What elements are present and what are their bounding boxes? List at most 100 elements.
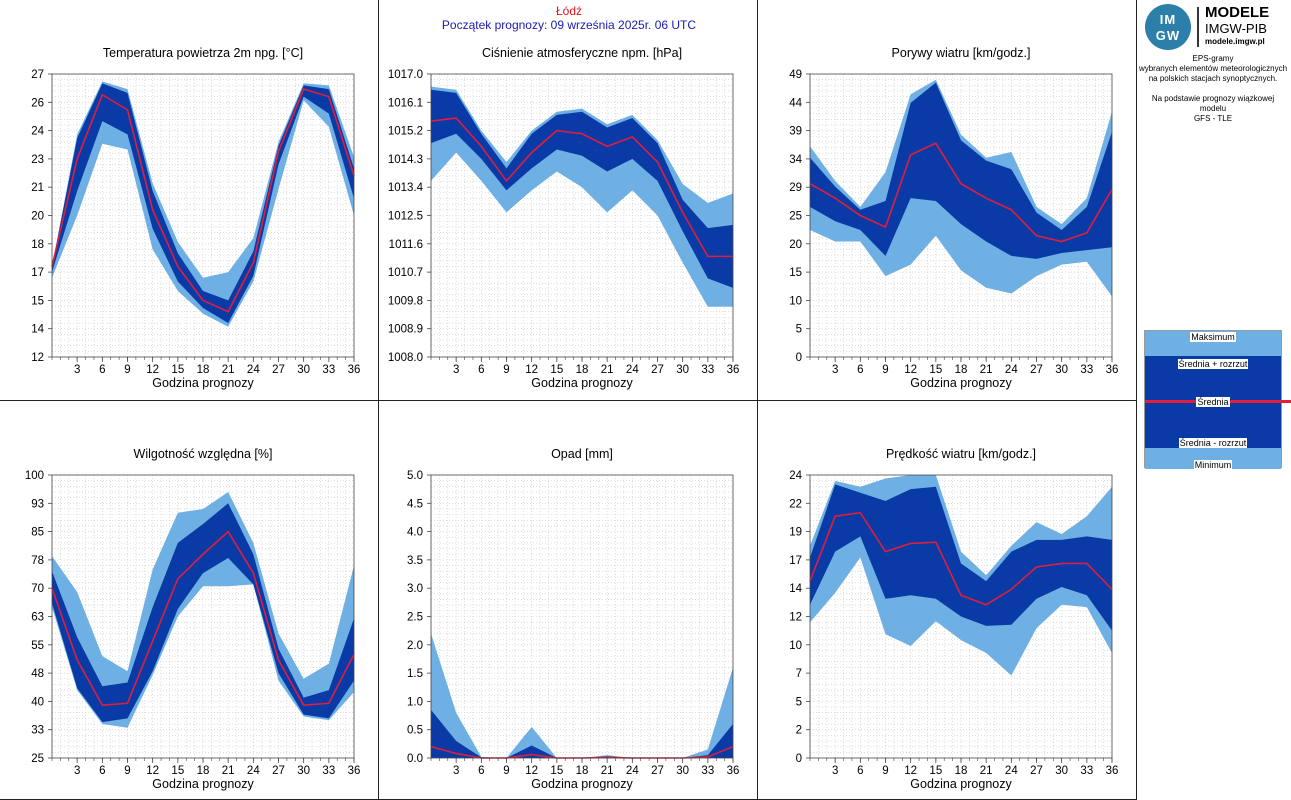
info-line-2: wybranych elementów meteorologicznych <box>1138 64 1288 73</box>
y-tick-label: 25 <box>31 753 44 765</box>
x-tick-label: 30 <box>297 765 310 777</box>
x-tick-label: 12 <box>904 364 917 376</box>
y-tick-label: 18 <box>31 239 44 251</box>
legend-label-mean-minus: Średnia - rozrzut <box>1178 438 1248 448</box>
chart-title: Ciśnienie atmosferyczne npm. [hPa] <box>482 46 682 60</box>
x-tick-label: 6 <box>857 364 863 376</box>
y-tick-label: 100 <box>25 470 44 482</box>
x-tick-label: 6 <box>99 364 105 376</box>
y-tick-label: 1011.6 <box>389 239 423 251</box>
x-tick-label: 6 <box>478 765 484 777</box>
y-tick-label: 1017.0 <box>388 69 423 81</box>
chart-panel-pressure: Ciśnienie atmosferyczne npm. [hPa] 1008.0… <box>379 0 758 401</box>
x-tick-label: 24 <box>247 364 260 376</box>
x-tick-label: 15 <box>929 765 942 777</box>
x-tick-label: 18 <box>955 364 968 376</box>
y-tick-label: 12 <box>31 352 44 364</box>
x-tick-label: 9 <box>503 765 509 777</box>
x-tick-label: 30 <box>676 364 689 376</box>
chart-title: Wilgotność względna [%] <box>134 447 273 461</box>
x-tick-label: 3 <box>74 765 80 777</box>
x-tick-label: 36 <box>1106 364 1119 376</box>
x-tick-label: 24 <box>1005 765 1018 777</box>
y-tick-label: 22 <box>789 498 802 510</box>
y-tick-label: 14 <box>31 324 44 336</box>
x-tick-label: 18 <box>955 765 968 777</box>
x-tick-label: 21 <box>980 364 993 376</box>
series-mean-line <box>430 117 733 258</box>
y-tick-label: 0 <box>796 352 802 364</box>
x-tick-label: 18 <box>197 765 210 777</box>
series-band-spread <box>52 83 354 324</box>
x-tick-label: 3 <box>832 364 838 376</box>
y-tick-label: 24 <box>789 470 802 482</box>
logo-url: modele.imgw.pl <box>1205 37 1265 46</box>
chart-gusts: Porywy wiatru [km/godz.]0510152025293439… <box>789 46 1119 390</box>
x-tick-label: 15 <box>929 364 942 376</box>
y-tick-label: 0.0 <box>407 753 423 765</box>
y-tick-label: 70 <box>31 583 44 595</box>
x-tick-label: 36 <box>1106 765 1119 777</box>
x-tick-label: 15 <box>171 364 184 376</box>
chart-panel-precipitation: Opad [mm] 0.0 0.5 1.0 1.5 2.0 2.5 3.0 3.5 4.0 4.5 5… <box>379 401 758 800</box>
x-tick-label: 33 <box>1080 765 1093 777</box>
series-mean-line <box>809 511 1113 606</box>
x-axis-label: Godzina prognozy <box>152 777 254 791</box>
x-tick-label: 33 <box>701 765 714 777</box>
y-tick-label: 20 <box>31 211 44 223</box>
y-tick-label: 1010.7 <box>388 267 423 279</box>
y-tick-label: 1009.8 <box>388 295 423 307</box>
chart-title: Porywy wiatru [km/godz.] <box>892 46 1031 60</box>
series-mean-line <box>51 530 355 707</box>
y-tick-label: 0.5 <box>407 725 423 737</box>
y-tick-label: 0 <box>796 753 802 765</box>
x-tick-label: 30 <box>297 364 310 376</box>
y-tick-label: 40 <box>31 696 44 708</box>
series-band-spread <box>431 89 733 288</box>
series-mean-line <box>809 142 1113 243</box>
x-tick-label: 12 <box>525 364 538 376</box>
info-text: EPS-gramy wybranych elementów meteorolog… <box>1138 54 1288 124</box>
x-axis-label: Godzina prognozy <box>910 376 1012 390</box>
y-tick-label: 21 <box>31 182 44 194</box>
x-tick-label: 24 <box>626 364 639 376</box>
y-tick-label: 1016.1 <box>388 97 423 109</box>
x-tick-label: 9 <box>503 364 509 376</box>
y-tick-label: 14 <box>789 583 802 595</box>
chart-panel-humidity: Wilgotność względna [%] 25 33 40 48 55 63 70 78 8… <box>0 401 379 800</box>
logo-mark-bottom: GW <box>1155 28 1181 43</box>
y-tick-label: 19 <box>789 527 802 539</box>
x-tick-label: 3 <box>74 364 80 376</box>
chart-temperature: Temperatura powietrza 2m npg. [°C] 12 14 15… <box>31 46 360 390</box>
y-tick-label: 5 <box>796 324 802 336</box>
y-tick-label: 93 <box>31 498 44 510</box>
logo-divider <box>1197 7 1199 47</box>
x-tick-label: 12 <box>146 364 159 376</box>
y-tick-label: 2.5 <box>407 612 423 624</box>
y-tick-label: 1014.3 <box>388 154 423 166</box>
x-tick-label: 3 <box>453 364 459 376</box>
x-tick-label: 30 <box>1055 765 1068 777</box>
x-tick-label: 6 <box>857 765 863 777</box>
x-tick-label: 24 <box>626 765 639 777</box>
y-tick-label: 17 <box>31 267 44 279</box>
info-line-5: GFS - TLE <box>1193 114 1233 123</box>
forecast-header: Łódź Początek prognozy: 09 września 2025… <box>380 4 758 32</box>
legend-label-max: Maksimum <box>1190 332 1236 342</box>
info-line-3: na polskich stacjach synoptycznych. <box>1148 74 1278 83</box>
x-tick-label: 21 <box>222 765 235 777</box>
logo-mark-top: IM <box>1159 12 1177 27</box>
y-tick-label: 3.5 <box>407 555 423 567</box>
x-tick-label: 18 <box>576 765 589 777</box>
series-band-spread <box>810 484 1112 631</box>
x-axis-label: Godzina prognozy <box>531 376 633 390</box>
y-tick-label: 24 <box>31 126 44 138</box>
y-tick-label: 1008.0 <box>388 352 423 364</box>
x-tick-label: 33 <box>1080 364 1093 376</box>
x-tick-label: 12 <box>146 765 159 777</box>
y-tick-label: 1.5 <box>407 668 423 680</box>
y-tick-label: 5.0 <box>407 470 423 482</box>
series-band-spread <box>52 503 354 723</box>
y-tick-label: 39 <box>789 126 802 138</box>
y-tick-label: 15 <box>789 267 802 279</box>
